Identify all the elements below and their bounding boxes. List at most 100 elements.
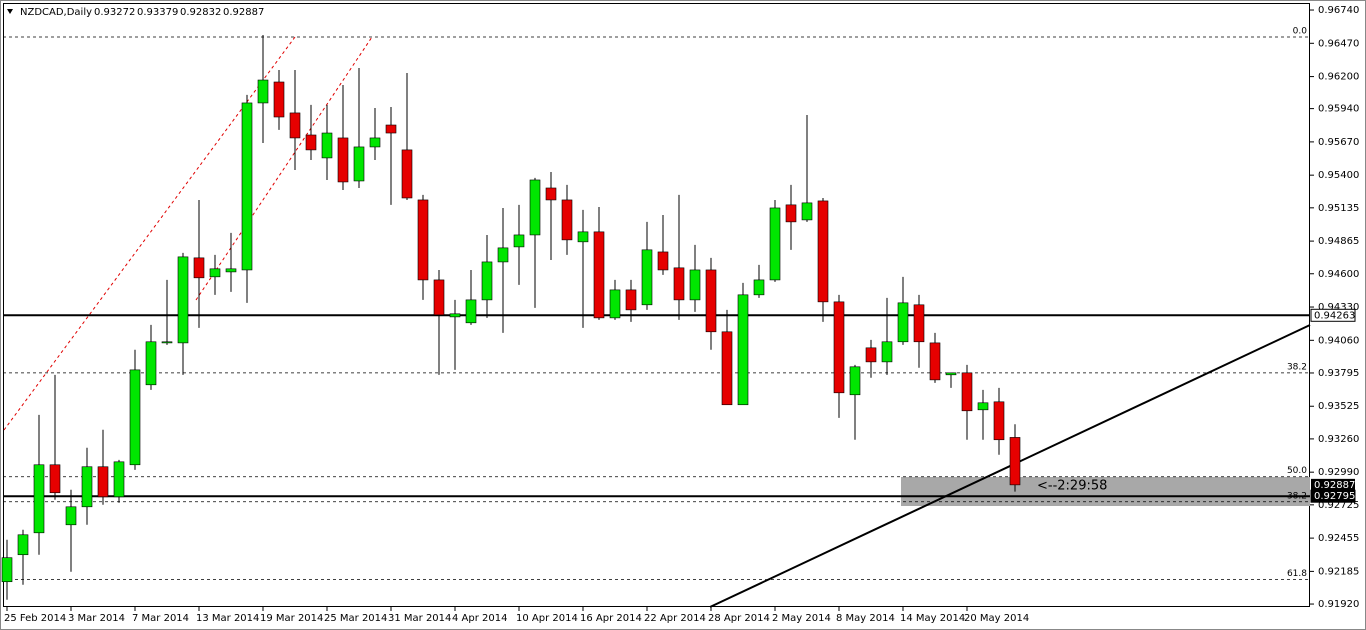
y-tick-label: 0.96740 [1318,5,1359,16]
candle-body [337,137,349,183]
x-tick-label: 14 May 2014 [900,613,965,624]
candle-body [305,134,317,151]
header-close: 0.92887 [223,7,264,18]
candle-body [1,557,13,583]
candle-body [513,234,525,248]
candle-body [545,187,557,201]
candle-body [225,268,237,273]
y-tick-label: 0.93260 [1318,434,1359,445]
candle-body [673,267,685,301]
x-tick-label: 16 Apr 2014 [580,613,642,624]
price-tag: 0.92795 [1314,491,1355,502]
candle-body [625,289,637,311]
candle-body [561,199,573,241]
candle-body [913,304,925,343]
y-tick-label: 0.92725 [1318,500,1359,511]
y-tick-label: 0.91920 [1318,599,1359,610]
candle-body [977,402,989,411]
candle-body [721,331,733,406]
y-tick-label: 0.94865 [1318,236,1359,247]
y-tick-label: 0.94330 [1318,302,1359,313]
candle-body [593,231,605,319]
y-tick-label: 0.95135 [1318,203,1359,214]
candle-body [817,200,829,303]
y-tick-label: 0.95670 [1318,137,1359,148]
x-tick-label: 28 Apr 2014 [708,613,770,624]
y-tick-label: 0.92455 [1318,533,1359,544]
candle-body [529,179,541,236]
symbol-title: NZDCAD,Daily [20,7,92,18]
y-tick-label: 0.94060 [1318,335,1359,346]
candle-body [401,149,413,199]
candle-body [849,366,861,396]
candle-body [945,372,957,376]
candle-body [97,466,109,498]
y-tick-label: 0.92990 [1318,467,1359,478]
x-tick-label: 8 May 2014 [836,613,895,624]
x-tick-label: 25 Feb 2014 [4,613,66,624]
candle-body [865,347,877,363]
candle-body [833,301,845,394]
candle-body [609,289,621,319]
candle-body [33,464,45,534]
candle-body [929,342,941,381]
header-high: 0.93379 [137,7,178,18]
candle-body [289,112,301,139]
candle-body [161,341,173,344]
y-tick-label: 0.92185 [1318,566,1359,577]
bid-tag-box [1311,478,1355,491]
x-tick-label: 22 Apr 2014 [644,613,706,624]
candle-body [113,461,125,498]
candle-body [193,257,205,279]
y-tick-label: 0.95400 [1318,170,1359,181]
candle-body [273,81,285,118]
price-tag: 0.94263 [1314,310,1355,321]
fib-label: 50.0 [1287,466,1307,476]
candle-body [769,207,781,281]
countdown: <--2:29:58 [1037,478,1107,493]
candle-body [241,102,253,271]
candle-body [65,506,77,526]
candle-body [753,279,765,296]
menu-icon[interactable] [7,9,13,14]
zone [901,477,1310,506]
candle-body [705,269,717,333]
candle-body [321,132,333,159]
x-tick-label: 19 Mar 2014 [260,613,323,624]
y-tick-label: 0.93525 [1318,401,1359,412]
candle-body [497,247,509,263]
x-tick-label: 31 Mar 2014 [388,613,451,624]
candle-body [417,199,429,281]
header-low: 0.92832 [180,7,221,18]
candle-body [257,79,269,104]
candle-body [449,313,461,318]
candle-body [897,302,909,343]
price-tag-box [1310,308,1356,322]
candle-body [209,268,221,278]
candle-body [737,294,749,406]
candle-body [961,372,973,412]
x-tick-label: 2 May 2014 [772,613,831,624]
candle-body [353,146,365,182]
candle-body [1009,437,1021,486]
candle-body [689,269,701,301]
candle-body [465,299,477,324]
y-tick-label: 0.95940 [1318,104,1359,115]
candle-body [177,256,189,344]
candle-body [577,231,589,243]
candle-body [881,341,893,363]
y-tick-label: 0.96470 [1318,38,1359,49]
candle-body [369,137,381,148]
x-tick-label: 3 Mar 2014 [68,613,125,624]
candle-body [657,251,669,271]
x-tick-label: 20 May 2014 [964,613,1029,624]
x-tick-label: 13 Mar 2014 [196,613,259,624]
y-tick-label: 0.96200 [1318,72,1359,83]
fib-label: 0.0 [1293,27,1308,37]
channel-line [195,36,373,301]
header-open: 0.93272 [94,7,135,18]
fib-label: 38.2 [1287,362,1307,372]
bid-tag: 0.92887 [1314,480,1355,491]
x-tick-label: 7 Mar 2014 [132,613,189,624]
